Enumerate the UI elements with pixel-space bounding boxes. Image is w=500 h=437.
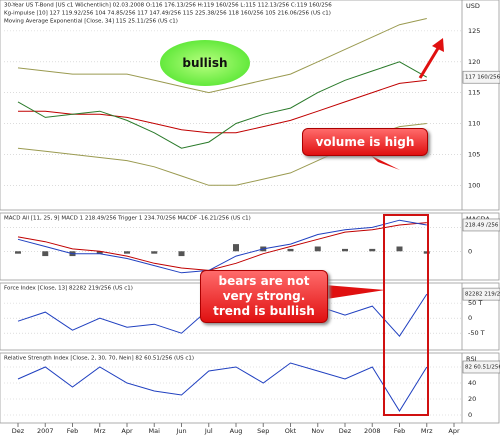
- bar: [124, 251, 130, 254]
- arrow: [418, 44, 442, 79]
- x-tick-label: 2007: [37, 427, 54, 435]
- panel-title: MACD All [11, 25, 9] MACD 1 218.49/256 T…: [4, 216, 251, 222]
- line-series: [17, 219, 427, 274]
- panel-title: Force Index [Close, 13] 82282 219/256 (U…: [4, 286, 133, 292]
- line-series: [17, 362, 428, 412]
- y-tick-label: 40: [468, 379, 476, 387]
- bar: [287, 248, 294, 252]
- price-box: 82282 219/256: [465, 292, 500, 298]
- annotation: bullish: [160, 40, 250, 86]
- y-tick-label: 105: [468, 150, 480, 158]
- y-tick-label: 120: [468, 58, 480, 66]
- x-tick-label: Apr: [121, 427, 133, 435]
- axis-unit: USD: [466, 2, 480, 10]
- price-box-bg: [462, 218, 500, 232]
- price-box-bg: [462, 70, 500, 84]
- price-box: 218.49 /256: [465, 222, 499, 228]
- bar: [42, 251, 49, 257]
- price-box-bg: [462, 287, 500, 301]
- panel-title: Relative Strength Index [Close, 2, 30, 7…: [4, 356, 194, 362]
- y-tick-label: -50 T: [468, 329, 485, 337]
- panel-frame: [0, 0, 500, 211]
- panel-title: Moving Average Exponential [Close, 34] 1…: [4, 19, 178, 25]
- panel-title: Kg-impulse [10] 127 119.92/256 104 74.85…: [4, 11, 331, 17]
- callout-tail: [370, 155, 400, 170]
- y-tick-label: 0: [468, 247, 472, 255]
- x-tick-label: Mrz: [94, 427, 106, 435]
- x-tick-label: Jul: [204, 427, 213, 435]
- price-box-bg: [462, 360, 500, 374]
- x-tick-label: Aug: [230, 427, 243, 435]
- y-tick-label: 125: [468, 27, 480, 35]
- x-tick-label: Jun: [175, 427, 186, 435]
- bar: [151, 251, 158, 254]
- annotation: bears are not very strong. trend is bull…: [200, 270, 328, 323]
- bar: [314, 246, 321, 252]
- callout-tail: [320, 285, 385, 300]
- bar: [233, 244, 239, 252]
- x-tick-label: Mrz: [421, 427, 433, 435]
- bar: [369, 248, 376, 252]
- line-series: [17, 222, 427, 271]
- bar: [96, 251, 103, 254]
- y-tick-label: 50 T: [468, 299, 482, 307]
- highlight-box: [383, 214, 429, 416]
- x-tick-label: Apr: [448, 427, 460, 435]
- bar: [342, 248, 348, 252]
- y-tick-label: 100: [468, 181, 480, 189]
- x-tick-label: Nov: [311, 427, 324, 435]
- bar: [396, 246, 403, 252]
- x-tick-label: Dez: [339, 427, 352, 435]
- panel-title: 30-Year US T-Bond [US c1 Wöchentlich] 02…: [4, 3, 332, 9]
- axis-unit: RSI: [466, 355, 477, 363]
- arrow-head: [432, 38, 444, 52]
- y-tick-label: 110: [468, 120, 480, 128]
- y-tick-label: 0: [468, 314, 472, 322]
- price-box: 82 60.51/256: [465, 365, 500, 371]
- bar: [15, 251, 21, 254]
- x-tick-label: Feb: [394, 427, 406, 435]
- x-tick-label: Feb: [67, 427, 79, 435]
- x-tick-label: Sep: [257, 427, 269, 435]
- line-series: [17, 61, 428, 149]
- x-tick-label: 2008: [364, 427, 381, 435]
- y-tick-label: 0: [468, 411, 472, 419]
- bar: [178, 251, 185, 257]
- x-tick-label: Dez: [12, 427, 25, 435]
- y-tick-label: 20: [468, 395, 476, 403]
- line-series: [17, 18, 427, 94]
- x-tick-label: Okt: [285, 427, 297, 435]
- price-box: 117 160/256: [465, 75, 500, 81]
- annotation: volume is high: [302, 128, 428, 156]
- panel-frame: [0, 352, 500, 424]
- y-tick-label: 115: [468, 89, 480, 97]
- bar: [423, 251, 430, 254]
- x-tick-label: Mai: [149, 427, 161, 435]
